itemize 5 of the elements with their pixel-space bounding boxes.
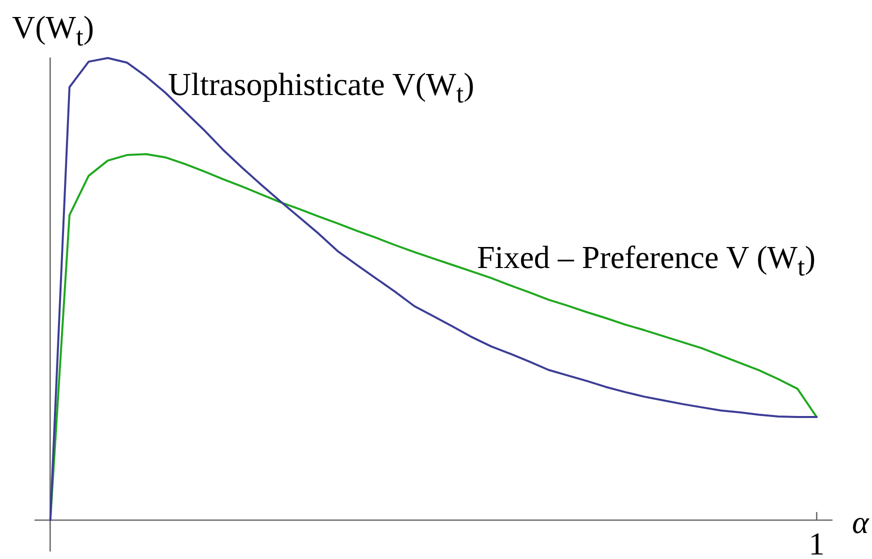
series-label: Ultrasophisticate V(W$_{t}$) — [168, 66, 474, 110]
text: 1 — [808, 525, 825, 559]
series-label: Fixed – Preference V (W$_{t}$) — [477, 239, 816, 282]
x-axis-title: α — [852, 504, 869, 540]
y-axis-title: V(W$_{t}$) — [12, 9, 94, 52]
